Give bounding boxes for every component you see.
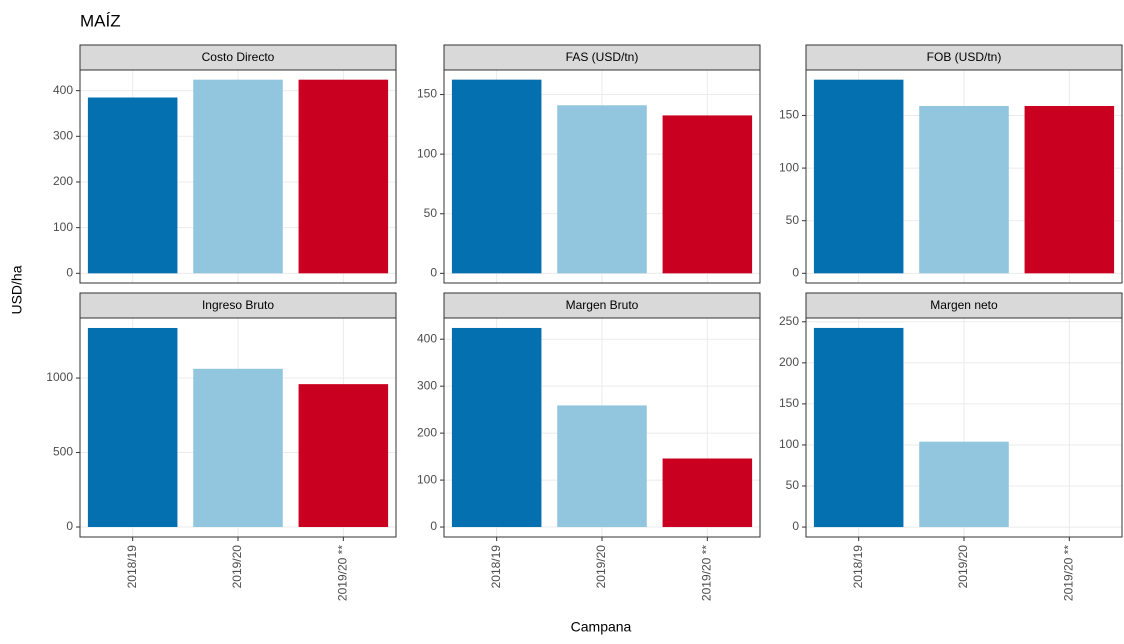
y-tick-label: 100 bbox=[53, 220, 73, 234]
x-tick-label: 2018/19 bbox=[125, 545, 139, 589]
y-tick-label: 150 bbox=[779, 396, 799, 410]
bar bbox=[662, 458, 753, 528]
bar bbox=[451, 327, 542, 528]
panel-border bbox=[443, 69, 761, 284]
strip bbox=[805, 44, 1123, 71]
bar bbox=[87, 97, 178, 274]
strip bbox=[443, 292, 761, 319]
y-tick-label: 100 bbox=[779, 437, 799, 451]
y-tick-label: 200 bbox=[779, 355, 799, 369]
panel-border bbox=[805, 317, 1123, 538]
y-tick-label: 400 bbox=[53, 83, 73, 97]
bar bbox=[557, 105, 647, 274]
bar bbox=[193, 79, 283, 274]
panel-border bbox=[79, 317, 397, 538]
y-tick-label: 250 bbox=[779, 314, 799, 328]
y-tick-label: 100 bbox=[417, 146, 437, 160]
y-axis-label: USD/ha bbox=[9, 265, 25, 314]
strip-label: FOB (USD/tn) bbox=[927, 50, 1002, 64]
y-tick-label: 0 bbox=[792, 265, 799, 279]
y-tick-label: 0 bbox=[66, 519, 73, 533]
strip-label: Margen neto bbox=[930, 298, 998, 312]
x-tick-label: 2018/19 bbox=[489, 545, 503, 589]
y-tick-label: 500 bbox=[53, 445, 73, 459]
bar bbox=[662, 115, 753, 274]
x-axis-label: Campana bbox=[571, 619, 632, 635]
strip-label: Margen Bruto bbox=[566, 298, 639, 312]
bar bbox=[451, 79, 542, 274]
y-tick-label: 1000 bbox=[46, 370, 73, 384]
strip bbox=[805, 292, 1123, 319]
strip-label: Ingreso Bruto bbox=[202, 298, 274, 312]
panel-border bbox=[79, 69, 397, 284]
y-tick-label: 0 bbox=[430, 519, 437, 533]
y-tick-label: 0 bbox=[792, 519, 799, 533]
strip bbox=[79, 44, 397, 71]
chart-title: MAÍZ bbox=[80, 11, 121, 30]
y-tick-label: 100 bbox=[779, 160, 799, 174]
bar bbox=[919, 105, 1009, 274]
y-tick-label: 200 bbox=[53, 174, 73, 188]
x-tick-label: 2019/20 ** bbox=[336, 545, 350, 601]
bar bbox=[813, 327, 904, 528]
panel-border bbox=[443, 317, 761, 538]
strip-label: FAS (USD/tn) bbox=[566, 50, 639, 64]
bar bbox=[193, 368, 283, 528]
y-tick-label: 300 bbox=[53, 128, 73, 142]
y-tick-label: 100 bbox=[417, 472, 437, 486]
y-tick-label: 0 bbox=[66, 265, 73, 279]
y-tick-label: 150 bbox=[779, 108, 799, 122]
y-tick-label: 50 bbox=[786, 478, 800, 492]
strip-label: Costo Directo bbox=[202, 50, 275, 64]
y-tick-label: 0 bbox=[430, 266, 437, 280]
panel-border bbox=[805, 69, 1123, 284]
y-tick-label: 50 bbox=[424, 206, 438, 220]
x-tick-label: 2019/20 ** bbox=[700, 545, 714, 601]
bar bbox=[298, 79, 389, 274]
bar bbox=[919, 441, 1009, 528]
x-tick-label: 2018/19 bbox=[851, 545, 865, 589]
x-tick-label: 2019/20 bbox=[594, 545, 608, 589]
bar bbox=[557, 405, 647, 528]
y-tick-label: 150 bbox=[417, 87, 437, 101]
bar bbox=[1024, 105, 1115, 274]
bar bbox=[298, 384, 389, 528]
y-tick-label: 200 bbox=[417, 425, 437, 439]
y-tick-label: 50 bbox=[786, 213, 800, 227]
y-tick-label: 300 bbox=[417, 378, 437, 392]
x-tick-label: 2019/20 bbox=[230, 545, 244, 589]
bar bbox=[813, 79, 904, 274]
bar bbox=[87, 327, 178, 528]
y-tick-label: 400 bbox=[417, 331, 437, 345]
x-tick-label: 2019/20 bbox=[956, 545, 970, 589]
x-tick-label: 2019/20 ** bbox=[1062, 545, 1076, 601]
